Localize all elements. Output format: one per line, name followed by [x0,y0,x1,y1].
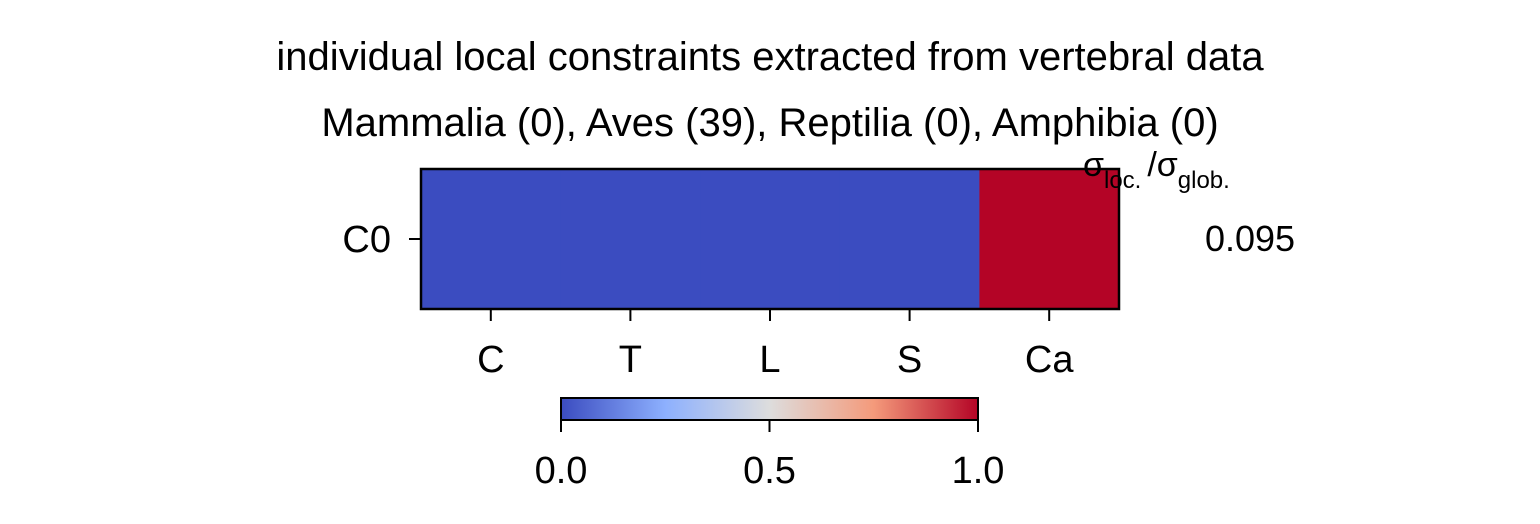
x-tick-label: T [619,339,642,381]
x-axis: C T L S Ca [477,309,1074,381]
x-tick-label: L [759,339,780,381]
chart-title-line1: individual local constraints extracted f… [276,35,1264,79]
heatmap-cell [839,169,980,309]
heatmap-cells [421,169,1120,309]
y-tick-label: C0 [342,219,391,261]
sigma-ratio-value: 0.095 [1205,218,1295,259]
sigma-ratio-header: σloc./σglob. [1083,146,1230,194]
sigma-separator: / [1147,146,1157,184]
heatmap-cell [560,169,701,309]
x-tick-label: Ca [1025,339,1074,381]
x-tick-label: S [897,339,922,381]
heatmap-cell [700,169,841,309]
sigma-symbol-glob: σ [1157,146,1178,184]
heatmap-cell [979,169,1120,309]
y-axis: C0 [342,219,421,261]
colorbar-tick-label: 0.0 [535,450,588,492]
x-tick-label: C [477,339,504,381]
colorbar-ticks: 0.0 0.5 1.0 [535,420,1005,492]
heatmap-cell [421,169,562,309]
colorbar-tick-label: 0.5 [743,450,796,492]
colorbar [560,397,979,421]
sigma-sub-glob: glob. [1178,167,1230,194]
sigma-symbol-loc: σ [1083,146,1104,184]
chart-title-line2: Mammalia (0), Aves (39), Reptilia (0), A… [321,101,1218,145]
sigma-sub-loc: loc. [1104,167,1141,194]
colorbar-tick-label: 1.0 [952,450,1005,492]
sigma-ratio-values: 0.095 [1205,218,1295,259]
